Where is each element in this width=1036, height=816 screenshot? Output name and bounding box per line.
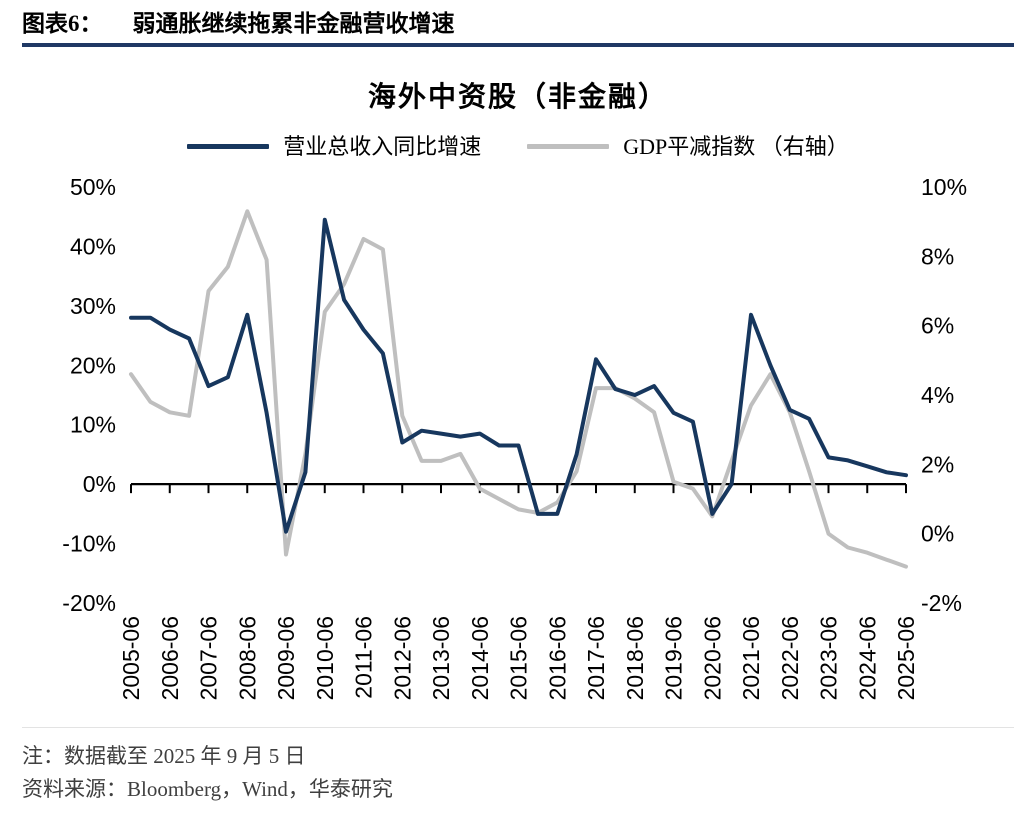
figure-footer: 注：数据截至 2025 年 9 月 5 日 资料来源：Bloomberg，Win… — [22, 726, 1014, 807]
left-axis-tick-label: 40% — [70, 233, 116, 259]
left-axis-tick-label: 30% — [70, 292, 116, 318]
right-axis-tick-label: 8% — [921, 243, 954, 269]
x-axis-tick-label: 2014-06 — [467, 616, 493, 700]
x-axis-tick-label: 2015-06 — [506, 616, 532, 700]
left-axis-tick-label: 10% — [70, 411, 116, 437]
right-axis-tick-label: 0% — [921, 520, 954, 546]
x-axis-tick-label: 2016-06 — [544, 616, 570, 700]
x-axis-tick-label: 2007-06 — [196, 616, 222, 700]
x-axis-tick-label: 2023-06 — [816, 616, 842, 700]
left-axis-tick-label: -20% — [62, 590, 116, 616]
legend-label-gdp-deflator: GDP平减指数 （右轴） — [623, 133, 849, 159]
figure-title: 弱通胀继续拖累非金融营收增速 — [132, 11, 455, 36]
x-axis-tick-label: 2021-06 — [738, 616, 764, 700]
left-axis-tick-label: -10% — [62, 530, 116, 556]
data-note: 注：数据截至 2025 年 9 月 5 日 — [22, 743, 306, 768]
revenue-growth-line — [129, 217, 908, 534]
right-axis-tick-label: 2% — [921, 451, 954, 477]
x-axis-tick-label: 2024-06 — [854, 616, 880, 700]
chart-svg: 50% 40% 30% 20% 10% 0% -10% -20% 10% 8% 6% 4% 2% 0% -2… — [62, 174, 967, 700]
x-axis-tick-label: 2008-06 — [234, 616, 260, 700]
gdp-deflator-line — [129, 208, 908, 569]
chart-area: 50% 40% 30% 20% 10% 0% -10% -20% 10% 8% 6% 4% 2% 0% -2… — [0, 161, 1036, 717]
x-axis-tick-label: 2013-06 — [428, 616, 454, 700]
x-axis-tick-label: 2009-06 — [273, 616, 299, 700]
legend: 营业总收入同比增速 GDP平减指数 （右轴） — [0, 133, 1036, 161]
legend-item-revenue-growth: 营业总收入同比增速 — [187, 133, 481, 161]
x-axis-tick-label: 2010-06 — [312, 616, 338, 700]
left-axis-tick-label: 0% — [83, 471, 116, 497]
figure-number: 图表6： — [22, 11, 103, 36]
right-axis-tick-label: 4% — [921, 382, 954, 408]
x-axis-tick-label: 2006-06 — [157, 616, 183, 700]
left-axis-tick-label: 20% — [70, 352, 116, 378]
gdp-deflator-line-swatch — [527, 144, 610, 149]
source-note: 资料来源：Bloomberg，Wind，华泰研究 — [22, 777, 393, 802]
x-axis-tick-label: 2017-06 — [583, 616, 609, 700]
revenue-growth-line-swatch — [187, 144, 270, 149]
header-rule — [22, 43, 1014, 47]
x-axis-tick-label: 2011-06 — [351, 616, 377, 699]
chart-title: 海外中资股（非金融） — [367, 81, 668, 113]
x-axis-tick-label: 2005-06 — [118, 616, 144, 700]
x-axis-tick-label: 2019-06 — [661, 616, 687, 700]
figure-header: 图表6： 弱通胀继续拖累非金融营收增速 — [0, 0, 1036, 38]
right-axis-tick-label: 6% — [921, 312, 954, 338]
x-axis-tick-label: 2012-06 — [389, 616, 415, 700]
legend-item-gdp-deflator: GDP平减指数 （右轴） — [527, 133, 849, 161]
right-axis-tick-label: -2% — [921, 590, 962, 616]
x-axis-tick-label: 2018-06 — [622, 616, 648, 700]
legend-label-revenue-growth: 营业总收入同比增速 — [283, 133, 482, 159]
x-axis-tick-label: 2020-06 — [699, 616, 725, 700]
left-axis-tick-label: 50% — [70, 174, 116, 200]
right-axis-tick-label: 10% — [921, 174, 967, 200]
x-axis-tick-label: 2022-06 — [777, 616, 803, 700]
x-axis-tick-label: 2025-06 — [893, 616, 919, 700]
